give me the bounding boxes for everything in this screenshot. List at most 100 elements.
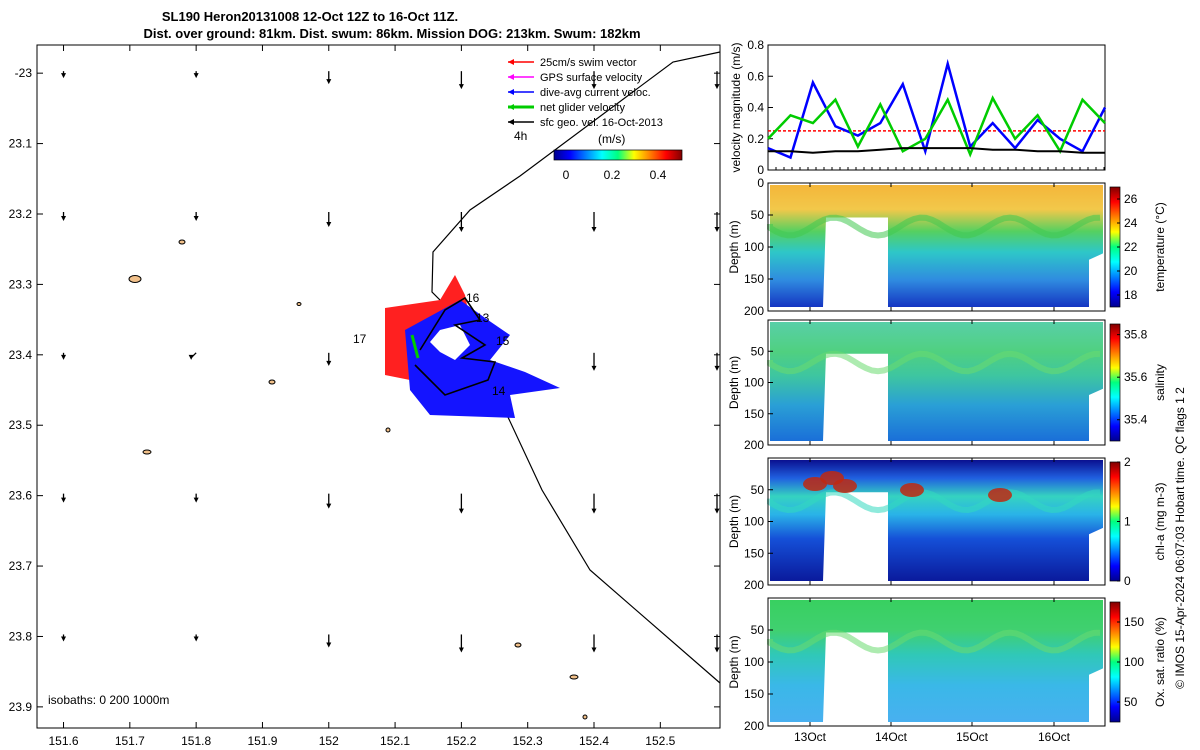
reef: [582, 714, 588, 720]
map-x-tick-label: 151.6: [49, 734, 79, 748]
map-y-tick-label: 23.1: [9, 137, 33, 151]
section-ylabel: Depth (m): [727, 220, 741, 273]
colorbar-tick-label: 0: [1124, 574, 1131, 588]
section-y-tick-label: 100: [744, 376, 764, 390]
geo-velocity-arrows: [61, 71, 720, 653]
section-y-tick-label: 150: [744, 272, 764, 286]
day-label: 14: [492, 384, 506, 398]
section-y-tick-label: 100: [744, 655, 764, 669]
colorbar-tick-label: 1: [1124, 515, 1131, 529]
colorbar-label: salinity: [1153, 364, 1167, 401]
legend-label: 25cm/s swim vector: [540, 57, 637, 69]
geo-arrow-head: [193, 215, 199, 221]
velocity-y-tick-label: 0.4: [747, 101, 764, 115]
geo-arrow-head: [591, 226, 597, 232]
colorbar-unit: (m/s): [598, 132, 625, 146]
section-y-tick-label: 200: [744, 304, 764, 318]
map-x-tick-label: 152.3: [513, 734, 543, 748]
day-labels: 16 17 13 15 14: [353, 291, 510, 398]
map-x-tick-label: 152.1: [380, 734, 410, 748]
reef-outlines: [128, 239, 588, 720]
net-velocity-arrow: [410, 334, 420, 359]
geo-arrow-head: [458, 226, 464, 232]
velocity-y-tick-label: 0: [757, 163, 764, 177]
section-chl-a: 50 100 150 200 Depth (m) 2 1 0 chl-a (mg m-3): [727, 455, 1167, 592]
day-label: 16: [466, 291, 480, 305]
geo-arrow-head: [61, 636, 67, 642]
geo-arrow-head: [326, 642, 332, 648]
section-ylabel: Depth (m): [727, 356, 741, 409]
section-y-tick-label: 150: [744, 546, 764, 560]
geo-arrow-head: [714, 84, 720, 90]
section-wave: [767, 350, 1101, 375]
section-wave: [767, 214, 1101, 239]
geo-arrow-head: [188, 354, 194, 360]
section-y-tick-label: 50: [751, 344, 765, 358]
map-y-tick-label: 23.8: [9, 629, 33, 643]
section-field: [770, 322, 1103, 441]
map-x-tick-label: 151.7: [115, 734, 145, 748]
section-y-tick-label: 50: [751, 623, 765, 637]
geo-arrow-head: [326, 221, 332, 227]
map-y-tick-label: 23.9: [9, 700, 33, 714]
map-ticks: 151.6 151.7 151.8 151.9 152 152.1 152.2 152.3 15…: [9, 45, 720, 748]
speed-colorbar-tick: 0: [563, 168, 570, 182]
chl-maximum: [833, 479, 857, 493]
reef: [268, 379, 276, 385]
velocity-series-net-glider: [767, 95, 1106, 158]
colorbar-tick-label: 150: [1124, 615, 1144, 629]
map-y-tick-label: 23.7: [9, 559, 33, 573]
geo-arrow-head: [326, 503, 332, 509]
section-y-tick-label: 100: [744, 515, 764, 529]
geo-arrow-head: [591, 84, 597, 90]
section-y-tick-label: 100: [744, 240, 764, 254]
geo-arrow-head: [193, 73, 199, 79]
colorbar-tick-label: 20: [1124, 264, 1138, 278]
reef: [142, 449, 152, 455]
velocity-y-tick-label: 0.8: [747, 38, 764, 52]
geo-arrow-head: [458, 647, 464, 653]
section-colorbar: [1109, 323, 1121, 442]
section-y-tick-label: 150: [744, 687, 764, 701]
geo-arrow-head: [591, 647, 597, 653]
reef: [128, 275, 142, 283]
map-y-tick-label: 23.5: [9, 418, 33, 432]
interval-label: 4h: [514, 129, 527, 143]
isobath-line: [431, 51, 721, 684]
colorbar-tick-label: 100: [1124, 655, 1144, 669]
colorbar-tick-label: 22: [1124, 240, 1138, 254]
speed-colorbar-tick: 0.4: [650, 168, 667, 182]
colorbar-tick-label: 18: [1124, 288, 1138, 302]
geo-arrow-head: [714, 226, 720, 232]
geo-arrow-head: [714, 365, 720, 371]
geo-arrow-head: [458, 84, 464, 90]
glider-track: [414, 296, 497, 396]
colorbar-tick-label: 35.6: [1124, 370, 1148, 384]
legend-label: net glider velocity: [540, 102, 625, 114]
colorbar-tick-label: 50: [1124, 695, 1138, 709]
map-x-tick-label: 152.4: [579, 734, 609, 748]
reef: [296, 302, 302, 306]
map-x-tick-label: 152.2: [446, 734, 476, 748]
map-y-tick-label: 23.3: [9, 277, 33, 291]
section-y-tick-label: 50: [751, 208, 765, 222]
section-field: [770, 185, 1103, 307]
colorbar-tick-label: 35.8: [1124, 328, 1148, 342]
reef: [569, 674, 579, 680]
colorbar-tick-label: 2: [1124, 455, 1131, 469]
reef: [178, 239, 186, 245]
geo-arrow-head: [193, 636, 199, 642]
credit-text: © IMOS 15-Apr-2024 06:07:03 Hobart time.…: [1173, 387, 1187, 689]
section-salinity: 50 100 150 200 Depth (m) 35.8 35.6 35.4 salinity: [727, 319, 1167, 452]
colorbar-label: temperature (°C): [1153, 202, 1167, 292]
velocity-panel: 0 0.2 0.4 0.6 0.8 velocity magnitude (m/s): [729, 38, 1107, 177]
figure-title-line-1: SL190 Heron20131008 12-Oct 12Z to 16-Oct…: [162, 9, 458, 24]
geo-arrow-head: [61, 73, 67, 79]
day-label: 17: [353, 332, 367, 346]
section-y-tick-label: 50: [751, 483, 765, 497]
day-label: 15: [496, 334, 510, 348]
chl-maximum: [988, 488, 1012, 502]
velocity-y-tick-label: 0.6: [747, 69, 764, 83]
